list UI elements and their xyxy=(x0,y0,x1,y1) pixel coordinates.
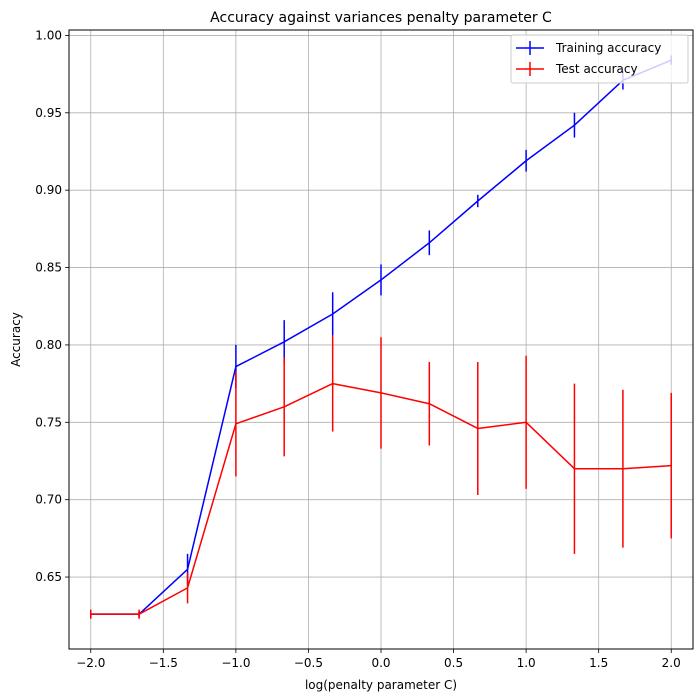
x-tick-label: 0.5 xyxy=(444,656,463,670)
x-tick-label: −1.5 xyxy=(149,656,178,670)
y-axis-label: Accuracy xyxy=(9,312,23,367)
y-tick-label: 0.75 xyxy=(35,415,62,429)
x-axis-label: log(penalty parameter C) xyxy=(305,678,457,692)
y-axis: 0.65 0.70 0.75 0.80 0.85 0.90 0.95 1.00 xyxy=(35,28,69,584)
legend: Training accuracy Test accuracy xyxy=(510,34,689,84)
series-layer xyxy=(90,55,672,619)
y-tick-label: 0.80 xyxy=(35,338,62,352)
x-tick-label: −1.0 xyxy=(221,656,250,670)
legend-label-training: Training accuracy xyxy=(555,41,661,55)
y-tick-label: 0.95 xyxy=(35,106,62,120)
y-tick-label: 1.00 xyxy=(35,28,62,42)
y-tick-label: 0.90 xyxy=(35,183,62,197)
x-tick-label: −2.0 xyxy=(76,656,105,670)
x-tick-label: 0.0 xyxy=(371,656,390,670)
test-accuracy-series xyxy=(90,335,672,619)
x-tick-label: 1.0 xyxy=(517,656,536,670)
x-tick-label: 1.5 xyxy=(589,656,608,670)
chart-title: Accuracy against variances penalty param… xyxy=(210,10,552,26)
x-axis: −2.0 −1.5 −1.0 −0.5 0.0 0.5 1.0 1.5 2.0 xyxy=(76,649,681,670)
legend-label-test: Test accuracy xyxy=(555,62,638,76)
legend-box xyxy=(510,34,689,84)
y-tick-label: 0.65 xyxy=(35,570,62,584)
training-accuracy-series xyxy=(90,55,672,618)
x-tick-label: −0.5 xyxy=(294,656,323,670)
y-tick-label: 0.70 xyxy=(35,493,62,507)
y-tick-label: 0.85 xyxy=(35,261,62,275)
x-tick-label: 2.0 xyxy=(662,656,681,670)
